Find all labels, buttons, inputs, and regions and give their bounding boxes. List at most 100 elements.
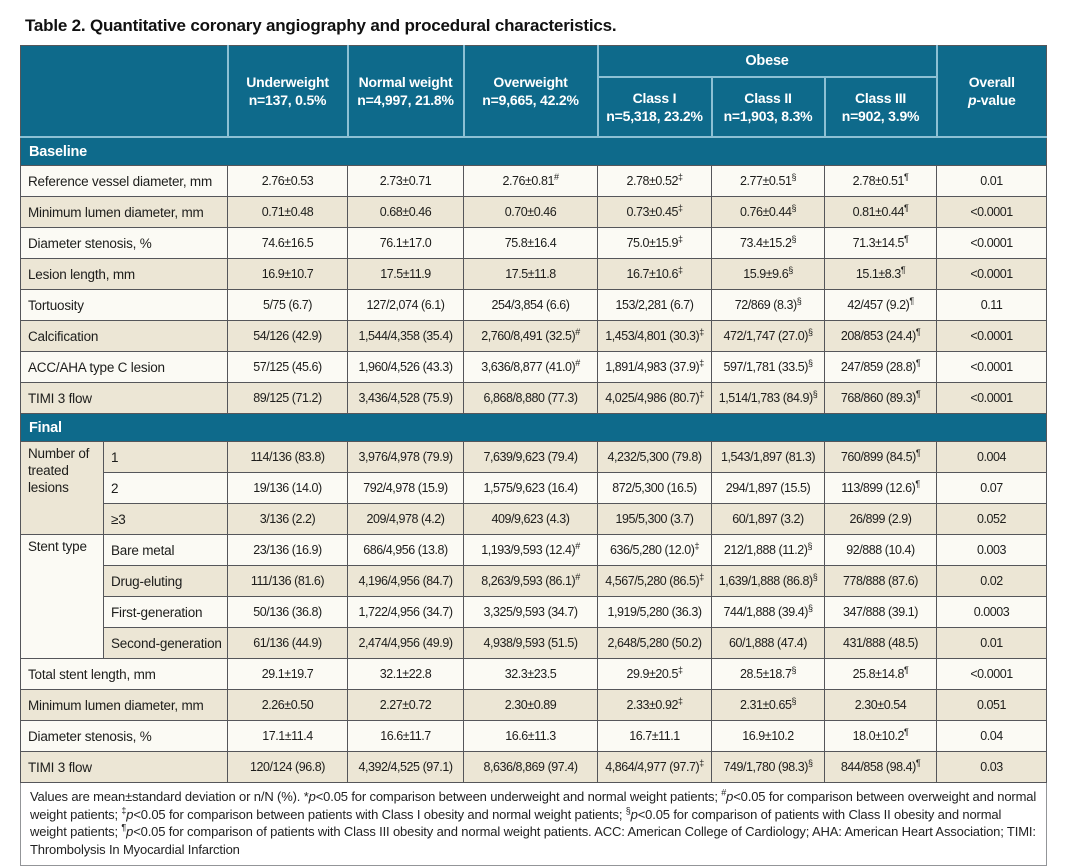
value-cell: 254/3,854 (6.6)	[463, 289, 598, 321]
value-cell: 2.78±0.52‡	[597, 165, 712, 197]
value-cell: 17.1±11.4	[227, 720, 348, 752]
row-label: Calcification	[20, 320, 228, 352]
value-cell: 120/124 (96.8)	[227, 751, 348, 783]
row-group-label: Number of treated lesions	[20, 441, 104, 535]
value-cell: 50/136 (36.8)	[227, 596, 348, 628]
value-cell: 3,976/4,978 (79.9)	[347, 441, 464, 473]
p-value-cell: 0.03	[936, 751, 1048, 783]
value-cell: 60/1,888 (47.4)	[711, 627, 825, 659]
value-cell: 16.7±10.6‡	[597, 258, 712, 290]
p-header-line1: Overall	[968, 73, 1015, 90]
value-cell: 32.1±22.8	[347, 658, 464, 690]
row-sublabel: First-generation	[103, 596, 228, 628]
table-row: Total stent length, mm 29.1±19.7 32.1±22.8…	[20, 658, 1048, 690]
value-cell: 6,868/8,880 (77.3)	[463, 382, 598, 414]
col-n: n=9,665, 42.2%	[482, 92, 579, 108]
value-cell: 16.7±11.1	[597, 720, 712, 752]
value-cell: 16.9±10.7	[227, 258, 348, 290]
p-value-cell: 0.11	[936, 289, 1048, 321]
value-cell: 60/1,897 (3.2)	[711, 503, 825, 535]
col-label: Class I	[632, 89, 677, 106]
value-cell: 294/1,897 (15.5)	[711, 472, 825, 504]
value-cell: 2,474/4,956 (49.9)	[347, 627, 464, 659]
col-label: Normal weight	[358, 73, 453, 90]
value-cell: 768/860 (89.3)¶	[823, 382, 938, 414]
p-value-cell: <0.0001	[936, 320, 1048, 352]
value-cell: 26/899 (2.9)	[823, 503, 938, 535]
value-cell: 778/888 (87.6)	[823, 565, 938, 597]
p-value-cell: 0.01	[936, 627, 1048, 659]
col-n: n=5,318, 23.2%	[606, 108, 703, 124]
value-cell: 1,193/9,593 (12.4)#	[463, 534, 598, 566]
value-cell: 114/136 (83.8)	[227, 441, 348, 473]
p-value-cell: <0.0001	[936, 382, 1048, 414]
value-cell: 4,025/4,986 (80.7)‡	[597, 382, 712, 414]
value-cell: 1,891/4,983 (37.9)‡	[597, 351, 712, 383]
row-sublabel: 2	[103, 472, 228, 504]
value-cell: 71.3±14.5¶	[823, 227, 938, 259]
row-label: Diameter stenosis, %	[20, 720, 228, 752]
col-group-obese: Obese	[596, 45, 937, 78]
col-n: n=4,997, 21.8%	[357, 92, 454, 108]
row-label: Reference vessel diameter, mm	[20, 165, 228, 197]
section-title: Baseline	[19, 136, 1048, 166]
value-cell: 23/136 (16.9)	[227, 534, 348, 566]
value-cell: 0.73±0.45‡	[597, 196, 712, 228]
value-cell: 111/136 (81.6)	[227, 565, 348, 597]
col-n: n=1,903, 8.3%	[723, 108, 813, 124]
row-sublabel: ≥3	[103, 503, 228, 535]
row-sublabel: 1	[103, 441, 228, 473]
footnote-row: Values are mean±standard deviation or n/…	[19, 781, 1048, 866]
section-baseline: Baseline Reference vessel diameter, mm 2.7…	[19, 136, 1048, 414]
row-label: Minimum lumen diameter, mm	[20, 196, 228, 228]
table-row: First-generation 50/136 (36.8) 1,722/4,956…	[21, 596, 1048, 628]
table-row: Diameter stenosis, % 74.6±16.5 76.1±17.0 75…	[20, 227, 1048, 259]
value-cell: 2.76±0.53	[227, 165, 348, 197]
value-cell: 29.1±19.7	[227, 658, 348, 690]
value-cell: 3,636/8,877 (41.0)#	[463, 351, 598, 383]
value-cell: 3,436/4,528 (75.9)	[347, 382, 464, 414]
value-cell: 28.5±18.7§	[711, 658, 825, 690]
value-cell: 2.76±0.81#	[463, 165, 598, 197]
table-row: Diameter stenosis, % 17.1±11.4 16.6±11.7 16…	[20, 720, 1048, 752]
table-row: Tortuosity 5/75 (6.7) 127/2,074 (6.1) 254/3…	[20, 289, 1048, 321]
value-cell: 2.26±0.50	[227, 689, 348, 721]
section-final: Final Number of treated lesions 1 114/136 (…	[19, 413, 1048, 783]
value-cell: 18.0±10.2¶	[823, 720, 938, 752]
p-value-cell: 0.051	[936, 689, 1048, 721]
corner-cell	[20, 45, 228, 137]
value-cell: 0.81±0.44¶	[823, 196, 938, 228]
row-label: Minimum lumen diameter, mm	[20, 689, 228, 721]
row-label: Total stent length, mm	[20, 658, 228, 690]
value-cell: 17.5±11.9	[347, 258, 464, 290]
value-cell: 7,639/9,623 (79.4)	[463, 441, 598, 473]
col-header-underweight: Underweight n=137, 0.5%	[226, 45, 348, 137]
p-value-cell: 0.02	[936, 565, 1048, 597]
value-cell: 153/2,281 (6.7)	[597, 289, 712, 321]
value-cell: 54/126 (42.9)	[227, 320, 348, 352]
row-label: Tortuosity	[20, 289, 228, 321]
value-cell: 2.77±0.51§	[711, 165, 825, 197]
value-cell: 1,919/5,280 (36.3)	[597, 596, 712, 628]
table-row: Lesion length, mm 16.9±10.7 17.5±11.9 17.5±…	[20, 258, 1048, 290]
value-cell: 0.70±0.46	[463, 196, 598, 228]
col-n: n=902, 3.9%	[841, 108, 920, 124]
value-cell: 2.33±0.92‡	[597, 689, 712, 721]
table-footer: Values are mean±standard deviation or n/…	[19, 781, 1048, 866]
value-cell: 1,544/4,358 (35.4)	[347, 320, 464, 352]
col-label: Class II	[744, 89, 792, 106]
value-cell: 212/1,888 (11.2)§	[711, 534, 825, 566]
row-label: ACC/AHA type C lesion	[20, 351, 228, 383]
p-value-cell: <0.0001	[936, 258, 1048, 290]
value-cell: 872/5,300 (16.5)	[597, 472, 712, 504]
value-cell: 25.8±14.8¶	[823, 658, 938, 690]
value-cell: 0.68±0.46	[347, 196, 464, 228]
value-cell: 2.30±0.89	[463, 689, 598, 721]
col-header-class2: Class II n=1,903, 8.3%	[710, 77, 825, 137]
section-header-row: Baseline	[19, 136, 1048, 166]
value-cell: 5/75 (6.7)	[227, 289, 348, 321]
p-value-cell: 0.0003	[936, 596, 1048, 628]
table-row: Second-generation 61/136 (44.9) 2,474/4,95…	[21, 627, 1048, 659]
row-sublabel: Second-generation	[103, 627, 228, 659]
